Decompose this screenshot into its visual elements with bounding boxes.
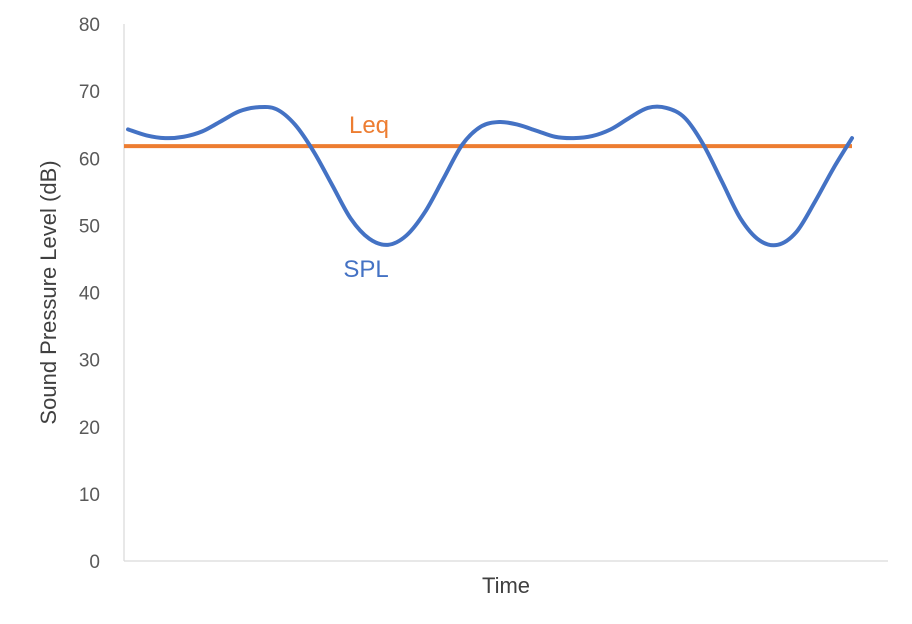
spl-series-line [126, 104, 854, 248]
y-tick-label: 70 [79, 82, 100, 103]
y-tick-label: 20 [79, 418, 100, 439]
spl-series-label: SPL [343, 256, 388, 283]
y-tick-label: 40 [79, 284, 100, 305]
y-tick-label: 0 [89, 552, 100, 573]
y-tick-label: 10 [79, 485, 100, 506]
y-tick-label: 50 [79, 216, 100, 237]
leq-series-label: Leq [349, 112, 389, 139]
y-tick-label: 80 [79, 15, 100, 36]
y-axis-title: Sound Pressure Level (dB) [36, 160, 61, 424]
y-tick-label: 30 [79, 351, 100, 372]
y-tick-label: 60 [79, 149, 100, 170]
y-axis-ticks: 0 10 20 30 40 50 60 70 80 [79, 15, 100, 573]
series-layer [124, 104, 854, 248]
x-axis-title: Time [482, 573, 530, 598]
